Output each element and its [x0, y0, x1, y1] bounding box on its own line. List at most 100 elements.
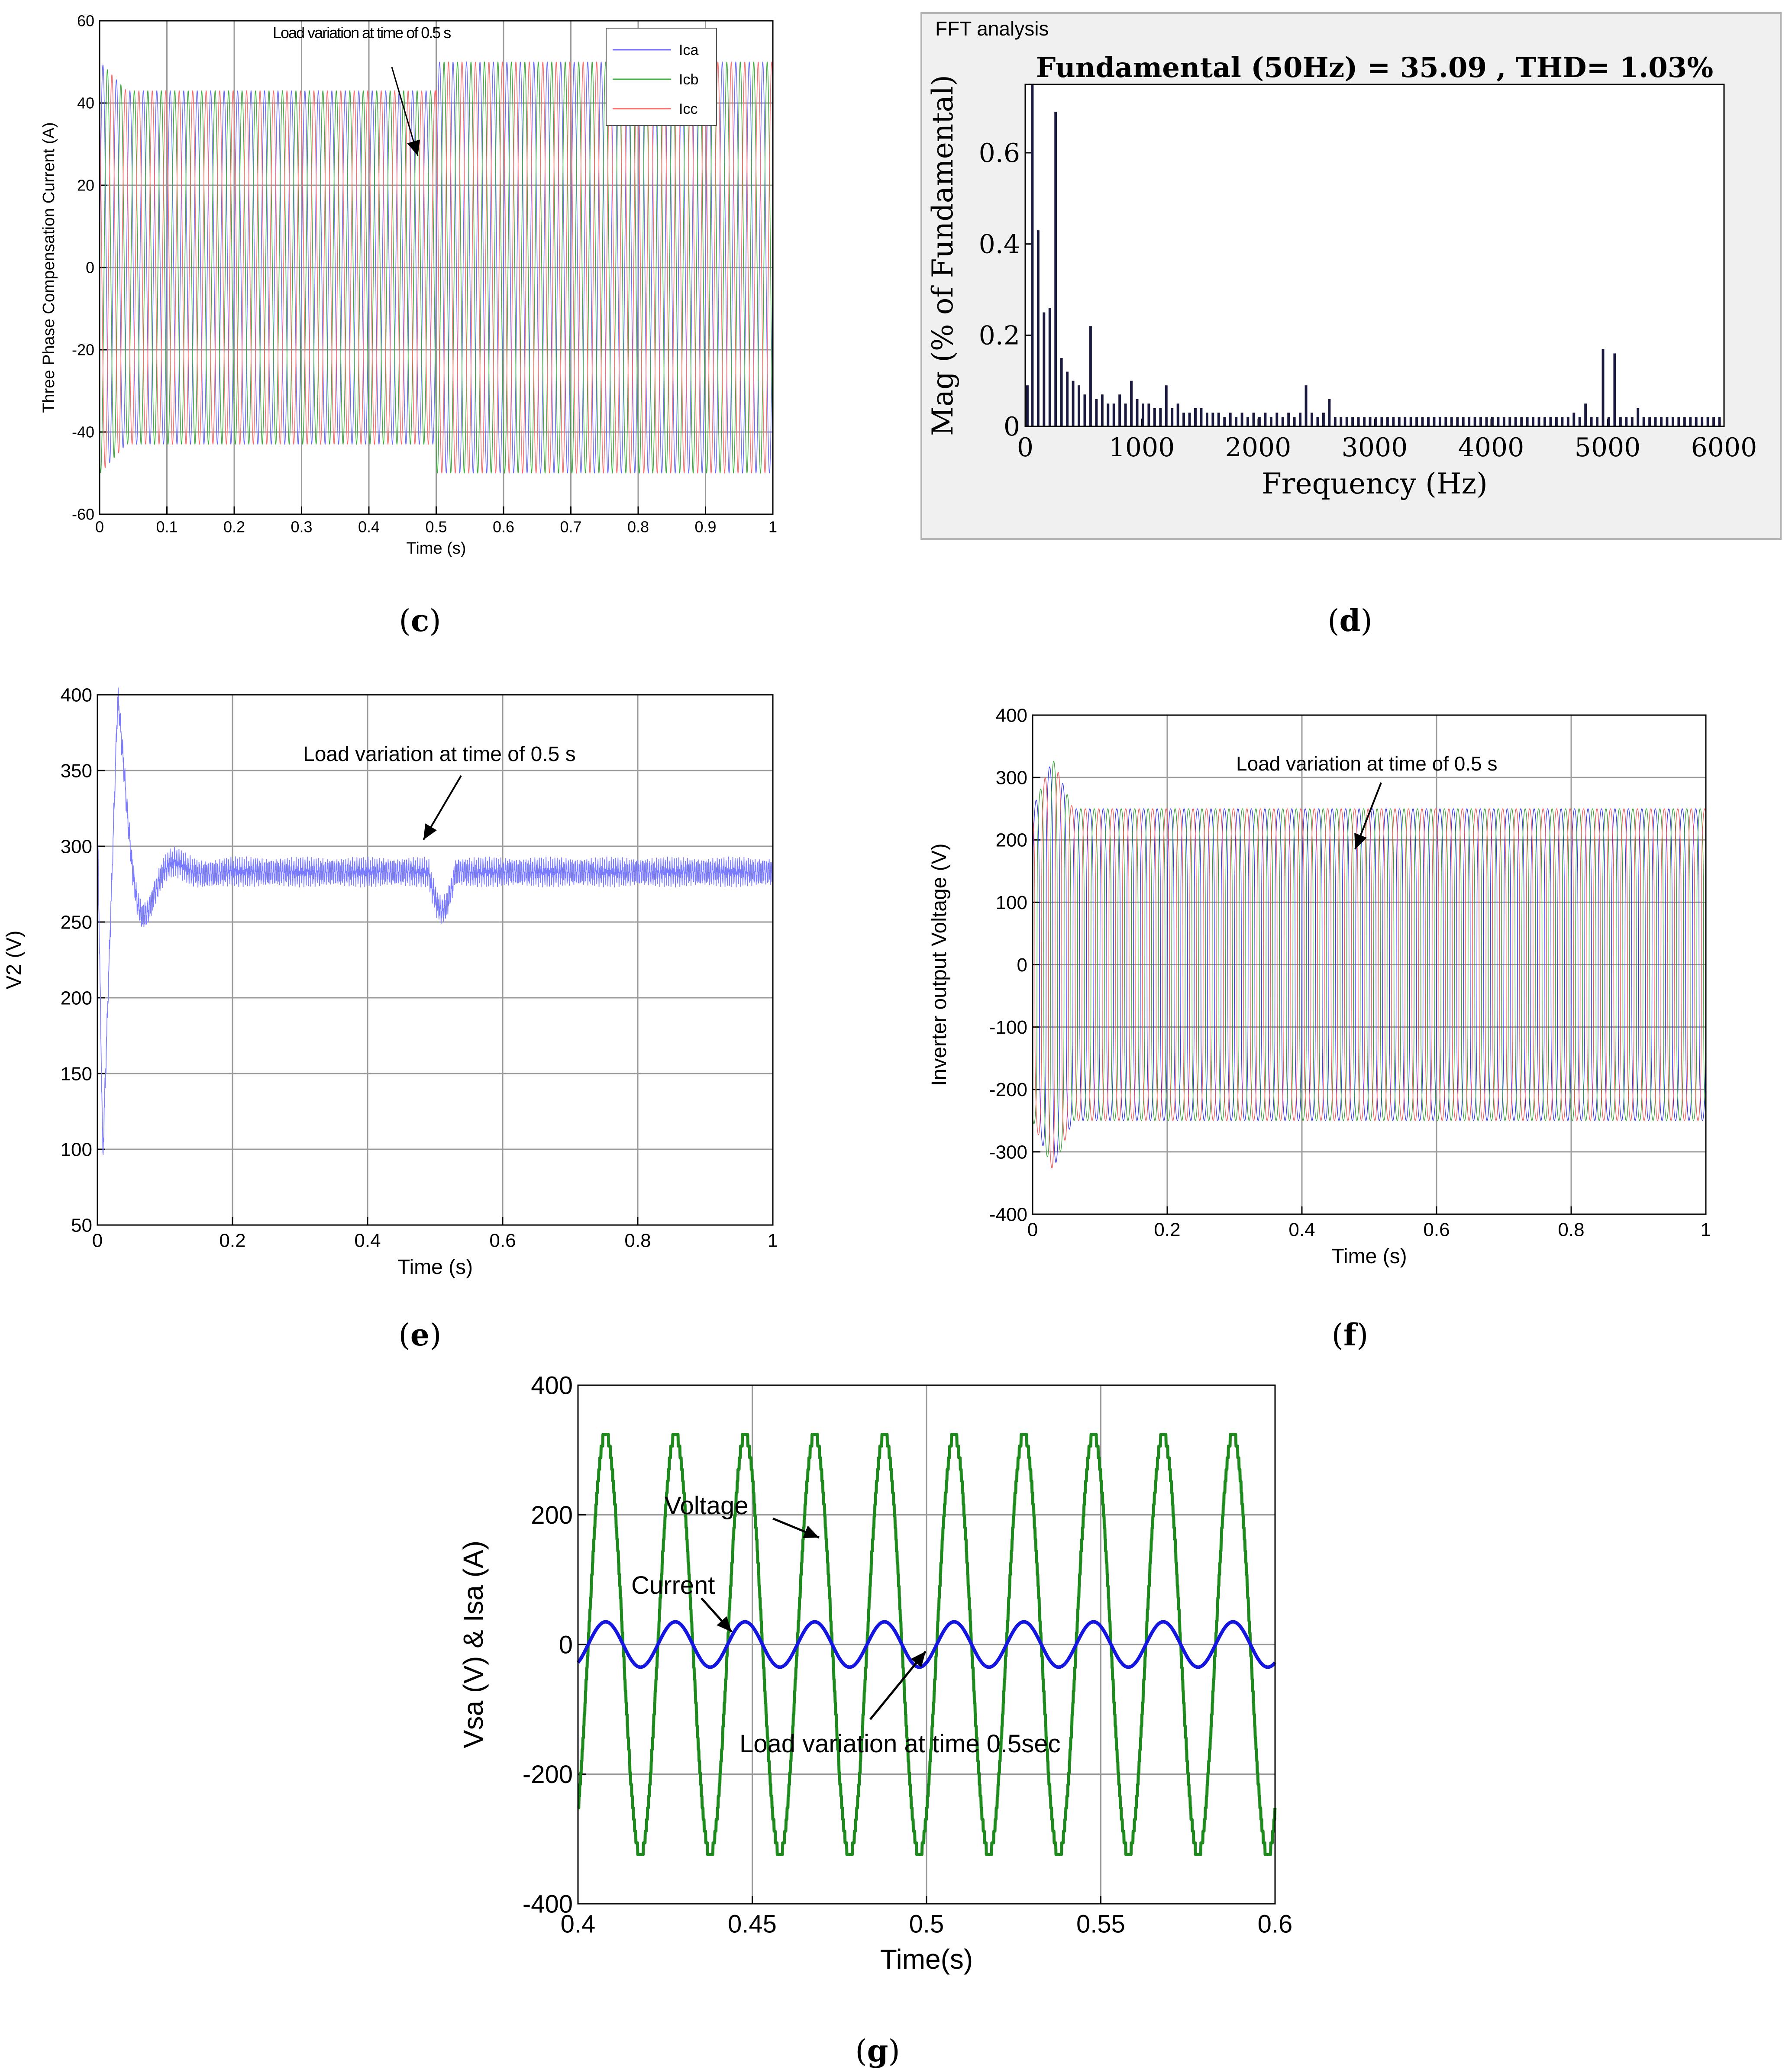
chart-c-legend-label-Icc: Icc	[679, 101, 697, 117]
chart-d-bar-550	[1089, 326, 1092, 426]
chart-f-xlabel: Time (s)	[1331, 1245, 1407, 1268]
chart-f-ytick-label-5: 100	[996, 892, 1027, 913]
chart-c-ytick-label-0: -60	[72, 506, 94, 523]
chart-f-ytick-label-7: 300	[996, 767, 1027, 789]
chart-c-xtick-label-1: 0.1	[156, 518, 178, 535]
chart-f-xtick-label-5: 1	[1701, 1219, 1711, 1241]
chart-d-bar-5950	[1718, 417, 1721, 426]
chart-d-bar-3850	[1473, 417, 1476, 426]
chart-d-xtick-label-3: 3000	[1342, 432, 1408, 463]
chart-d-bar-4150	[1508, 417, 1511, 426]
chart-d-bar-1400	[1188, 413, 1191, 426]
chart-d-bar-3600	[1444, 417, 1447, 426]
chart-d-bar-4550	[1555, 417, 1558, 426]
chart-d-bar-2200	[1281, 417, 1284, 426]
chart-e-annotation-arrow-head	[423, 823, 437, 840]
chart-d-bar-1800	[1235, 417, 1238, 426]
chart-d-bar-2300	[1293, 417, 1296, 426]
chart-d-bar-3100	[1386, 417, 1389, 426]
chart-d-bar-2950	[1369, 417, 1372, 426]
chart-d-bar-2800	[1351, 417, 1354, 426]
chart-f-ytick-label-2: -200	[989, 1079, 1027, 1100]
chart-d-bar-1850	[1240, 413, 1243, 426]
chart-g-ytick-label-3: 200	[531, 1501, 573, 1529]
chart-f-ytick-label-4: 0	[1017, 954, 1027, 976]
chart-d-bar-2600	[1328, 399, 1331, 426]
chart-d-bar-4750	[1578, 417, 1581, 426]
chart-f-series-Va	[1032, 766, 1706, 1163]
chart-e-xtick-label-4: 0.8	[624, 1230, 651, 1251]
chart-d-bar-5300	[1642, 417, 1645, 426]
chart-f-annotation: Load variation at time of 0.5 s	[1236, 752, 1497, 775]
chart-d-bar-1050	[1147, 403, 1150, 426]
fft-window-title-bg	[930, 16, 1077, 40]
chart-d-bar-5650	[1683, 417, 1686, 426]
chart-e-ytick-label-7: 400	[61, 684, 92, 706]
chart-c-ylabel: Three Phase Compensation Current (A)	[40, 122, 58, 413]
chart-d-bar-1600	[1211, 413, 1214, 426]
chart-d-bar-2750	[1345, 417, 1348, 426]
chart-e-xtick-label-1: 0.2	[219, 1230, 245, 1251]
chart-g-ylabel: Vsa (V) & Isa (A)	[458, 1541, 489, 1748]
chart-d-ytick-label-3: 0.6	[979, 138, 1020, 168]
chart-d-bar-3150	[1392, 417, 1395, 426]
chart-d-bar-2700	[1340, 417, 1343, 426]
chart-g-ytick-label-1: -200	[523, 1760, 573, 1789]
chart-g-xtick-label-1: 0.45	[728, 1910, 777, 1938]
chart-d-bar-2550	[1322, 413, 1325, 426]
chart-c-legend-label-Ica: Ica	[679, 42, 698, 58]
chart-d-bar-3200	[1398, 417, 1401, 426]
chart-e-ylabel: V2 (V)	[3, 930, 26, 989]
chart-g-annotation-load: Load variation at time 0.5sec	[739, 1730, 1061, 1758]
chart-g-xlabel: Time(s)	[880, 1944, 973, 1975]
chart-d-bar-1200	[1165, 385, 1168, 426]
chart-e-ytick-label-4: 250	[61, 912, 92, 933]
chart-d-bar-4350	[1532, 417, 1535, 426]
chart-d-bar-1250	[1171, 408, 1174, 426]
chart-e-annotation: Load variation at time of 0.5 s	[303, 743, 576, 766]
chart-c-xtick-label-2: 0.2	[223, 518, 245, 535]
chart-d-bar-3700	[1456, 417, 1459, 426]
chart-d-bar-3900	[1479, 417, 1482, 426]
chart-g-annotation-voltage: Voltage	[665, 1492, 749, 1520]
chart-d-xtick-label-2: 2000	[1225, 432, 1292, 463]
chart-d-bar-4950	[1601, 348, 1605, 426]
chart-g-arrow-current-head	[717, 1616, 732, 1632]
chart-e-ytick-label-0: 50	[71, 1215, 92, 1236]
chart-e-series-V2	[97, 687, 773, 1155]
chart-d-ylabel: Mag (% of Fundamental)	[926, 75, 959, 436]
chart-c-ytick-label-1: -40	[72, 423, 94, 441]
chart-d-bar-5200	[1631, 417, 1634, 426]
chart-c-legend-box	[606, 28, 717, 126]
panel-label-c: (c)	[399, 603, 441, 638]
chart-d-xtick-label-0: 0	[1017, 432, 1033, 463]
chart-d-bar-5700	[1689, 417, 1692, 426]
chart-d-ytick-label-1: 0.2	[979, 320, 1020, 351]
chart-d-bar-3250	[1404, 417, 1407, 426]
chart-d-bar-1350	[1182, 413, 1185, 426]
chart-d-bar-2100	[1269, 417, 1272, 426]
chart-d-bar-1650	[1217, 413, 1220, 426]
chart-d-bar-5150	[1625, 417, 1628, 426]
chart-c-xlabel: Time (s)	[407, 539, 466, 558]
chart-d-bar-4300	[1526, 417, 1529, 426]
chart-f-xtick-label-3: 0.6	[1423, 1219, 1450, 1241]
chart-d-bar-5600	[1677, 417, 1680, 426]
chart-d-bar-2400	[1304, 385, 1308, 426]
chart-d-bar-900	[1130, 380, 1133, 426]
chart-d-ytick-label-0: 0	[1004, 412, 1020, 442]
chart-d-bar-450	[1078, 385, 1080, 426]
chart-d-bar-1100	[1153, 408, 1156, 426]
chart-c-xtick-label-6: 0.6	[493, 518, 514, 535]
chart-d-bar-700	[1107, 403, 1110, 426]
chart-e-plot-area	[97, 695, 773, 1225]
chart-c-ytick-label-4: 20	[77, 177, 94, 194]
chart-d-bar-250	[1054, 112, 1057, 426]
chart-d-bar-5000	[1608, 417, 1610, 426]
chart-e-ytick-label-3: 200	[61, 987, 92, 1009]
chart-d-bar-350	[1066, 371, 1069, 426]
chart-d-bar-850	[1124, 403, 1127, 426]
chart-c-ytick-label-3: 0	[86, 259, 94, 277]
chart-d-xtick-label-1: 1000	[1109, 432, 1175, 463]
chart-d-bar-3400	[1421, 417, 1424, 426]
